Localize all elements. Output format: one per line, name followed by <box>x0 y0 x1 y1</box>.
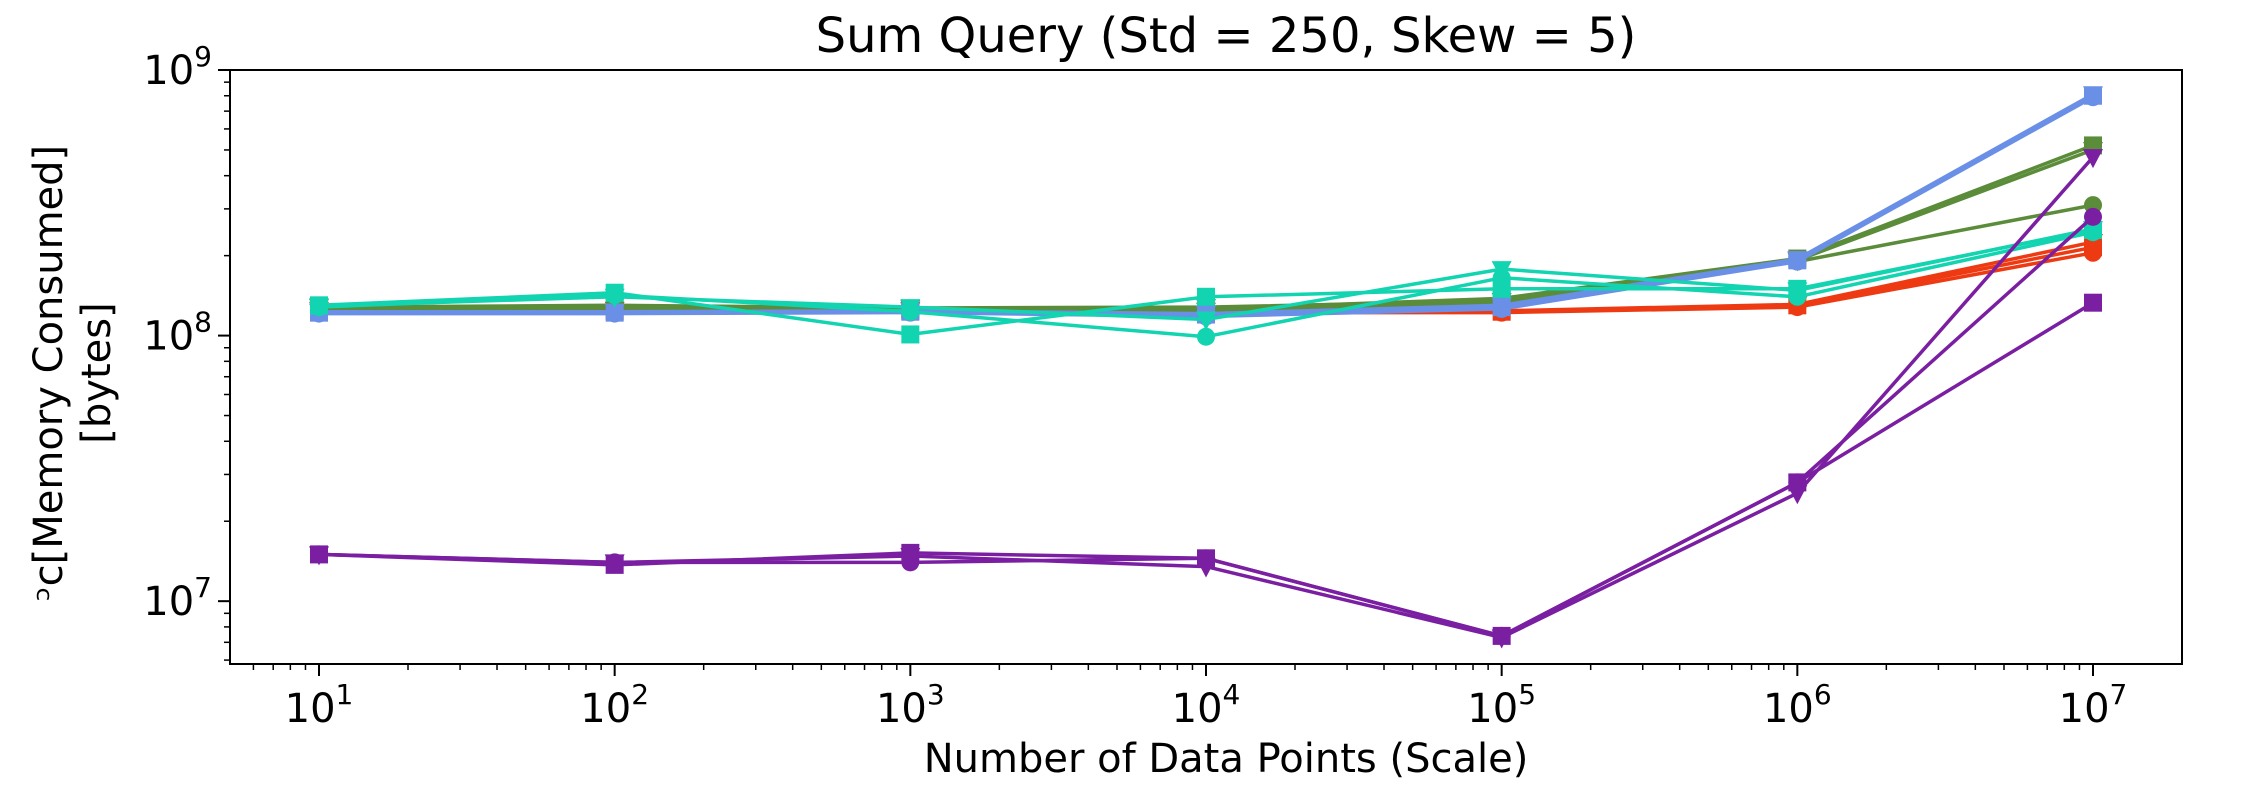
y-axis: 107 108 109 <box>143 40 230 661</box>
series-13 <box>310 293 2102 645</box>
series-14-point-1 <box>604 554 625 574</box>
x-tick-label-2: 103 <box>876 678 945 732</box>
series-12-point-6 <box>2083 207 2102 226</box>
series-13-line <box>318 301 2094 638</box>
series-8-line <box>319 92 2094 316</box>
series-11-point-4 <box>1491 261 1512 281</box>
plot-area <box>309 86 2103 649</box>
series-11-point-0 <box>309 298 330 318</box>
y-tick-label-1: 108 <box>143 306 212 360</box>
series-10-point-4 <box>1492 279 1511 298</box>
series-12 <box>310 207 2102 645</box>
series-14-point-5 <box>1787 485 1808 505</box>
x-tick-label-6: 107 <box>2059 678 2128 732</box>
y-axis-label-line-2: [bytes] <box>74 302 120 443</box>
series-14-point-4 <box>1491 629 1512 649</box>
y-tick-label-2: 109 <box>143 40 212 94</box>
x-axis-label: Number of Data Points (Scale) <box>924 736 1529 782</box>
series-8-point-4 <box>1491 297 1512 317</box>
x-tick-label-0: 101 <box>285 678 354 732</box>
series-11 <box>309 220 2103 331</box>
series-11-point-5 <box>1787 282 1808 302</box>
series-13-point-6 <box>2083 293 2102 312</box>
series-8-point-5 <box>1787 251 1808 271</box>
series-11-point-2 <box>900 299 921 319</box>
series-10-point-3 <box>1197 287 1215 306</box>
y-axis-label: ᵓc[Memory Consumed] [bytes] <box>26 145 120 601</box>
series-11-point-1 <box>604 288 625 308</box>
x-tick-label-1: 102 <box>580 678 649 732</box>
y-axis-label-line-1: ᵓc[Memory Consumed] <box>26 145 72 601</box>
x-tick-label-5: 106 <box>1763 678 1832 732</box>
series-9-point-3 <box>1197 327 1215 346</box>
series-11-point-6 <box>2082 220 2103 240</box>
series-8-point-6 <box>2082 86 2103 106</box>
series-10-point-2 <box>901 325 920 344</box>
series-14-point-2 <box>900 547 921 567</box>
x-axis: 101 102 103 104 105 106 107 <box>252 664 2128 732</box>
series-8-point-1 <box>604 303 625 323</box>
series-14-point-6 <box>2082 149 2103 169</box>
series-14-point-0 <box>309 546 330 566</box>
series-14 <box>309 149 2103 649</box>
chart-title: Sum Query (Std = 250, Skew = 5) <box>816 8 1637 64</box>
x-tick-label-4: 105 <box>1467 678 1536 732</box>
series-11-point-3 <box>1196 311 1216 331</box>
x-tick-label-3: 104 <box>1172 678 1241 732</box>
y-tick-label-0: 107 <box>143 571 212 625</box>
series-14-point-3 <box>1196 558 1216 578</box>
